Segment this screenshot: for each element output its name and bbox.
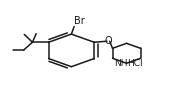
Text: Br: Br xyxy=(74,16,85,26)
Text: HCl: HCl xyxy=(127,59,143,68)
Text: O: O xyxy=(105,36,112,46)
Text: NH: NH xyxy=(114,59,127,68)
